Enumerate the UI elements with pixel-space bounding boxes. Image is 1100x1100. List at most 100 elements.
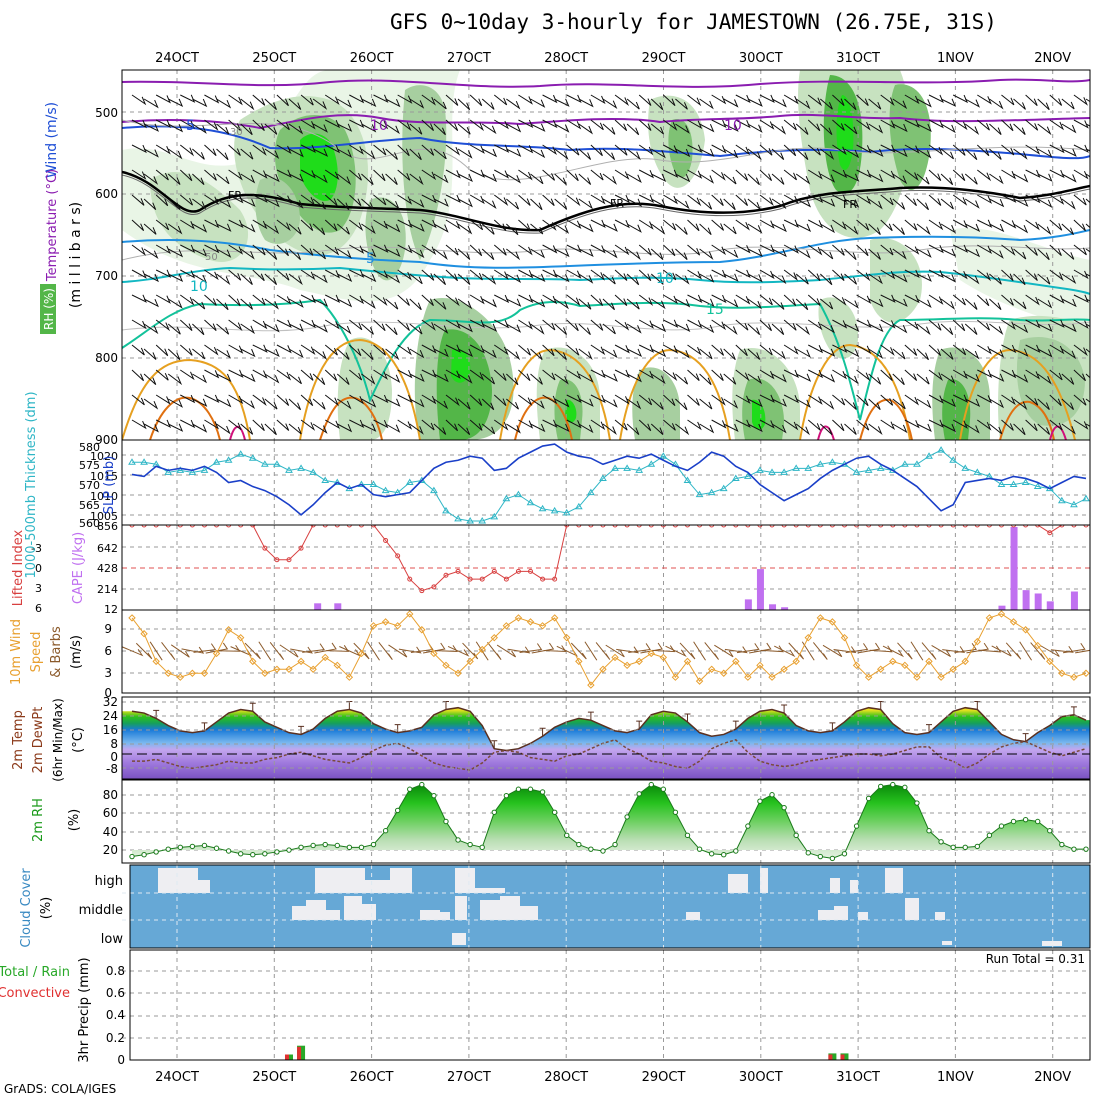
wind-barb [457, 223, 473, 235]
lifted-index-marker [564, 525, 570, 528]
wind-barb [880, 219, 893, 232]
wind-speed-marker [937, 673, 945, 681]
surface-wind-barb [1050, 645, 1074, 653]
wind-barb [578, 323, 591, 336]
wind-barb [518, 169, 533, 181]
wind-barb [143, 98, 159, 109]
wind-barb [300, 269, 316, 281]
surface-wind-barb [833, 646, 857, 654]
thickness-marker [538, 504, 547, 512]
wind-barb [1061, 398, 1075, 410]
wind-speed-marker [587, 681, 595, 689]
thickness-marker [816, 460, 825, 467]
axis-label-rh-unit: (%) [67, 809, 82, 832]
wind-barb [723, 323, 738, 336]
wind-barb [844, 248, 857, 261]
tick-label: 6 [104, 644, 112, 658]
wind-barb [916, 198, 929, 211]
wind-speed-marker [1046, 657, 1054, 666]
wind-barb [663, 319, 679, 328]
wind-barb [928, 344, 942, 357]
wind-barb [904, 369, 918, 381]
rh-marker [938, 839, 944, 845]
wind-barb [663, 419, 676, 431]
wind-barb [626, 273, 640, 286]
wind-barb [421, 219, 437, 229]
wind-barb [602, 123, 616, 135]
contour-label: FR [843, 198, 857, 211]
wind-speed-marker [913, 673, 921, 681]
wind-barb [699, 373, 712, 386]
rh-marker [334, 842, 340, 849]
wind-barb [324, 244, 340, 256]
thickness-marker [804, 464, 813, 471]
wind-speed-marker [599, 665, 607, 673]
wind-speed-marker [659, 653, 668, 662]
wind-barb [663, 294, 679, 305]
wind-barb [421, 269, 435, 281]
wind-barb [179, 169, 193, 182]
wind-barb [324, 219, 338, 231]
wind-barb [433, 348, 449, 358]
wind-barb [433, 398, 449, 410]
wind-barb [409, 198, 425, 208]
wind-barb [409, 98, 425, 109]
precip-ticks: 0.8 0.6 0.4 0.2 0 [106, 964, 125, 1067]
contour-label: FR [610, 197, 624, 210]
wind-barb [554, 423, 570, 432]
rh-marker [322, 841, 328, 848]
contour-labels: 5 10 10 FR FR FR 30 50 5 10 10 15 [186, 118, 857, 318]
surface-wind-barb [724, 646, 748, 654]
wind-barb [626, 148, 641, 161]
wind-barb [361, 98, 377, 107]
surface-wind-barb [954, 643, 977, 654]
wind-barb [143, 398, 159, 410]
surface-wind-barb [496, 644, 517, 658]
wind-barb [1001, 419, 1014, 431]
rh-marker [769, 792, 775, 798]
wind-barb [373, 94, 389, 103]
wind-barb [361, 273, 377, 283]
min-max-bar [587, 711, 594, 721]
wind-barb [542, 269, 558, 278]
wind-barb [675, 123, 690, 134]
wind-barb [168, 273, 184, 283]
surface-wind-barb [910, 641, 924, 661]
lifted-index-marker [902, 525, 908, 528]
wind-barb [892, 323, 908, 334]
wind-barb [856, 94, 869, 106]
wind-barb [240, 123, 253, 136]
wind-barb [711, 194, 724, 206]
wind-barb [819, 273, 833, 286]
wind-barb [361, 348, 374, 361]
thickness-marker [925, 452, 933, 459]
wind-barb [433, 123, 446, 136]
wind-barb [542, 94, 558, 104]
wind-barb [626, 423, 640, 435]
tick-label: 0.2 [106, 1031, 125, 1045]
wind-barb [180, 419, 196, 429]
wind-barb [1013, 148, 1028, 160]
wind-barb [228, 244, 244, 255]
wind-barb [638, 144, 654, 156]
wind-barb [204, 244, 220, 254]
wind-barb [397, 319, 410, 331]
wind-barb [759, 394, 775, 403]
wind-barb [276, 344, 292, 354]
wind-barb [868, 323, 884, 333]
wind-barb [276, 119, 290, 131]
wind-barb [409, 423, 424, 435]
thickness-marker [961, 464, 970, 471]
contour-label: 5 [186, 118, 195, 134]
wind-barb [759, 94, 775, 104]
wind-speed-marker [478, 645, 486, 654]
wind-speed-marker [695, 677, 704, 685]
wind-barb [663, 144, 679, 154]
lifted-index-marker [600, 525, 606, 528]
wind-barb [518, 119, 534, 129]
wind-speed-marker [925, 657, 933, 666]
wind-barb [771, 98, 787, 108]
surface-wind-barb [736, 643, 760, 654]
wind-barb [518, 394, 533, 407]
